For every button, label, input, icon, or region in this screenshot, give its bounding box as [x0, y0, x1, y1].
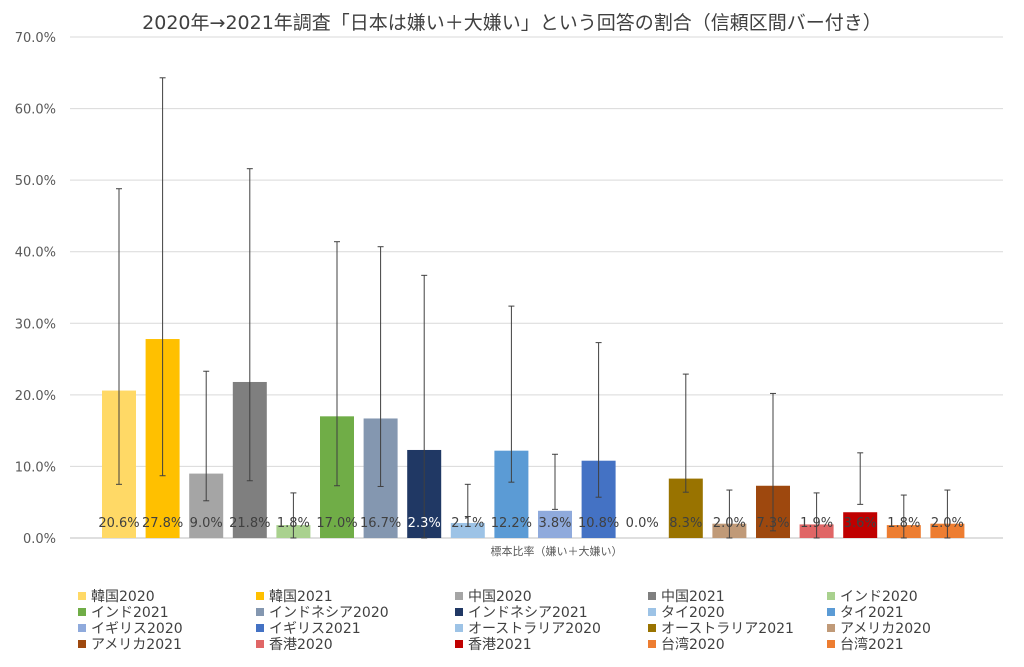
y-tick-label: 20.0% — [15, 389, 56, 404]
data-label: 2.3% — [408, 516, 441, 531]
legend-label: インド2021 — [91, 605, 169, 621]
bar — [843, 512, 878, 538]
y-tick-label: 0.0% — [23, 532, 56, 547]
legend-label: タイ2021 — [840, 605, 904, 621]
chart-title: 2020年→2021年調査「日本は嫌い＋大嫌い」という回答の割合（信頼区間バー付… — [142, 12, 882, 34]
legend-item: オーストラリア2021 — [648, 620, 794, 638]
data-label: 21.8% — [229, 516, 270, 531]
x-axis-label: 標本比率（嫌い＋大嫌い） — [491, 544, 623, 558]
legend-item: イギリス2021 — [256, 620, 361, 638]
legend-item: 香港2020 — [256, 636, 333, 654]
data-label: 3.6% — [844, 516, 877, 531]
legend-swatch — [648, 624, 656, 632]
legend-label: 韓国2021 — [269, 589, 333, 605]
legend-swatch — [455, 592, 463, 600]
legend-item: インドネシア2020 — [256, 604, 389, 622]
legend-swatch — [455, 640, 463, 648]
y-tick-label: 40.0% — [15, 246, 56, 261]
legend-swatch — [827, 608, 835, 616]
legend-item: 香港2021 — [455, 636, 532, 654]
legend-item: 台湾2021 — [827, 636, 904, 654]
y-tick-label: 60.0% — [15, 103, 56, 118]
data-label: 7.3% — [756, 516, 789, 531]
legend-item: アメリカ2021 — [78, 636, 182, 654]
legend-item: インド2021 — [78, 604, 169, 622]
legend-label: 台湾2020 — [661, 637, 725, 653]
data-label: 2.0% — [713, 516, 746, 531]
legend-item: タイ2020 — [648, 604, 725, 622]
legend-label: 香港2021 — [468, 637, 532, 653]
data-label: 17.0% — [316, 516, 357, 531]
legend-item: アメリカ2020 — [827, 620, 931, 638]
legend-item: タイ2021 — [827, 604, 904, 622]
data-label: 2.1% — [451, 516, 484, 531]
legend-label: アメリカ2020 — [840, 621, 931, 637]
legend-label: インドネシア2021 — [468, 605, 588, 621]
legend-label: アメリカ2021 — [91, 637, 182, 653]
legend-item: 中国2021 — [648, 588, 725, 606]
legend-swatch — [256, 592, 264, 600]
legend-label: インドネシア2020 — [269, 605, 389, 621]
y-tick-label: 50.0% — [15, 174, 56, 189]
legend-label: オーストラリア2021 — [661, 621, 794, 637]
data-label: 20.6% — [98, 516, 139, 531]
data-label: 1.8% — [277, 516, 310, 531]
legend-label: 香港2020 — [269, 637, 333, 653]
legend-item: オーストラリア2020 — [455, 620, 601, 638]
legend-swatch — [78, 624, 86, 632]
legend-label: 中国2021 — [661, 589, 725, 605]
legend-swatch — [78, 608, 86, 616]
legend-label: イギリス2021 — [269, 621, 361, 637]
legend-item: 韓国2021 — [256, 588, 333, 606]
legend-label: インド2020 — [840, 589, 918, 605]
y-tick-label: 30.0% — [15, 317, 56, 332]
data-label: 10.8% — [578, 516, 619, 531]
legend-swatch — [648, 608, 656, 616]
legend-item: イギリス2020 — [78, 620, 183, 638]
data-label: 9.0% — [190, 516, 223, 531]
data-label: 16.7% — [360, 516, 401, 531]
legend-label: イギリス2020 — [91, 621, 183, 637]
bar — [538, 510, 572, 538]
data-label: 1.9% — [800, 516, 833, 531]
legend-label: 韓国2020 — [91, 589, 155, 605]
y-tick-label: 70.0% — [15, 31, 56, 46]
legend-item: 中国2020 — [455, 588, 532, 606]
legend-swatch — [256, 640, 264, 648]
data-label: 0.0% — [626, 516, 659, 531]
data-label: 12.2% — [491, 516, 532, 531]
legend-swatch — [455, 608, 463, 616]
legend-label: オーストラリア2020 — [468, 621, 601, 637]
legend-swatch — [648, 592, 656, 600]
bar — [450, 522, 485, 538]
legend-item: 台湾2020 — [648, 636, 725, 654]
legend-swatch — [256, 624, 264, 632]
legend-swatch — [827, 592, 835, 600]
legend-swatch — [78, 640, 86, 648]
data-label: 27.8% — [142, 516, 183, 531]
data-label: 1.8% — [887, 516, 920, 531]
data-label: 8.3% — [669, 516, 702, 531]
legend-label: 台湾2021 — [840, 637, 904, 653]
legend-swatch — [78, 592, 86, 600]
legend-swatch — [256, 608, 264, 616]
data-label: 3.8% — [538, 516, 571, 531]
legend-swatch — [648, 640, 656, 648]
legend-label: 中国2020 — [468, 589, 532, 605]
data-label: 2.0% — [931, 516, 964, 531]
legend-swatch — [455, 624, 463, 632]
legend-item: インドネシア2021 — [455, 604, 588, 622]
legend-item: 韓国2020 — [78, 588, 155, 606]
legend-label: タイ2020 — [661, 605, 725, 621]
legend-swatch — [827, 640, 835, 648]
y-tick-label: 10.0% — [15, 460, 56, 475]
legend-item: インド2020 — [827, 588, 918, 606]
legend-swatch — [827, 624, 835, 632]
